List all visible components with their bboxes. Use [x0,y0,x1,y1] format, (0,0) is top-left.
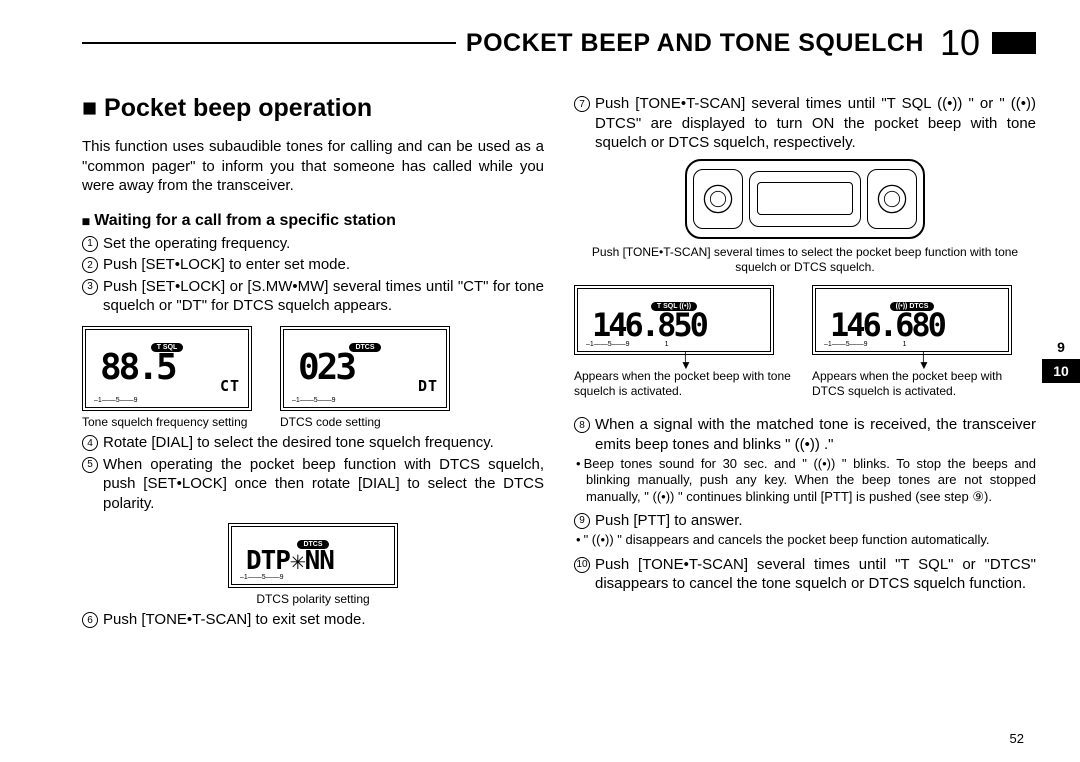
lcd-display: DTCS 023 DT –1——5——9 [280,326,450,412]
pointer-arrow-icon: │▼ [574,355,798,369]
knob-svg-icon [875,182,909,216]
step-text: When a signal with the matched tone is r… [595,415,1036,454]
lcd-value: DTP✳NN [240,550,386,572]
chapter-header: POCKET BEEP AND TONE SQUELCH 10 [82,22,1036,64]
lcd-mode: DT [418,377,438,395]
step-10: 10 Push [TONE•T-SCAN] several times until… [574,555,1036,594]
lcd-wrapper: ((•)) DTCS 146.680 –1——5——9 1 │▼ Appears… [812,285,1036,410]
step-text: Push [PTT] to answer. [595,511,743,531]
step-text: Push [TONE•T-SCAN] to exit set mode. [103,610,366,630]
dial-left-icon [693,169,743,229]
lcd-pair: T SQL 88.5 CT –1——5——9 Tone squelch freq… [82,326,544,430]
step-text: When operating the pocket beep function … [103,455,544,514]
lcd-wrapper: T SQL ((•)) 146.850 –1——5——9 1 │▼ Appear… [574,285,798,410]
step-text: Push [SET•LOCK] or [S.MW•MW] several tim… [103,277,544,316]
lcd-value: 023 [292,353,438,384]
lcd-value: 146.680 [824,312,1000,339]
bullet-icon: • [576,456,584,471]
lcd-display: T SQL ((•)) 146.850 –1——5——9 1 [574,285,774,355]
step-text: Set the operating frequency. [103,234,290,254]
left-column: ■ Pocket beep operation This function us… [82,94,544,632]
step-num-icon: 5 [82,457,98,473]
step-7: 7 Push [TONE•T-SCAN] several times until … [574,94,1036,153]
dial-right-icon [867,169,917,229]
step-num-icon: 2 [82,257,98,273]
lcd-indicator: DTCS [349,343,380,352]
lcd-value: 88.5 [94,353,240,384]
subsection-title: ◆Waiting for a call from a specific stat… [82,212,544,230]
section-title: ■ Pocket beep operation [82,94,544,123]
device-caption: Push [TONE•T-SCAN] several times to sele… [574,245,1036,275]
lcd-wrapper: DTCS 023 DT –1——5——9 DTCS code setting [280,326,450,430]
step-9: 9 Push [PTT] to answer. [574,511,1036,531]
diamond-icon: ◆ [78,212,94,228]
bullet-icon: • [576,532,584,547]
pointer-arrow-icon: │▼ [812,355,1036,369]
page-number: 52 [1010,731,1024,746]
step-num-icon: 7 [574,96,590,112]
lcd-caption: DTCS polarity setting [82,592,544,606]
tab-current: 10 [1042,359,1080,383]
step-num-icon: 8 [574,417,590,433]
lcd-display: T SQL 88.5 CT –1——5——9 [82,326,252,412]
lcd-caption: DTCS code setting [280,415,450,429]
step-3: 3 Push [SET•LOCK] or [S.MW•MW] several ti… [82,277,544,316]
lcd-caption: Appears when the pocket beep with tone s… [574,369,798,399]
device-screen [749,171,861,227]
step-5: 5 When operating the pocket beep function… [82,455,544,514]
lcd-wrapper: T SQL 88.5 CT –1——5——9 Tone squelch freq… [82,326,252,430]
chapter-number: 10 [934,22,992,64]
step-num-icon: 4 [82,435,98,451]
step-text: Rotate [DIAL] to select the desired tone… [103,433,494,453]
chapter-title: POCKET BEEP AND TONE SQUELCH [456,29,934,58]
note-8: •Beep tones sound for 30 sec. and " ((•)… [574,456,1036,505]
transceiver-illustration [685,159,925,239]
step-1: 1 Set the operating frequency. [82,234,544,254]
lcd-value: 146.850 [586,312,762,339]
lcd-scale: –1——5——9 [94,395,240,404]
lcd-display: ((•)) DTCS 146.680 –1——5——9 1 [812,285,1012,355]
lcd-caption: Appears when the pocket beep with DTCS s… [812,369,1036,399]
side-tabs: 9 10 [1042,335,1080,383]
note-text: Beep tones sound for 30 sec. and " ((•))… [584,456,1036,504]
knob-svg-icon [701,182,735,216]
subsection-text: Waiting for a call from a specific stati… [94,212,396,229]
header-rule [82,42,456,44]
step-num-icon: 10 [574,557,590,573]
chapter-tab-icon [992,32,1036,54]
step-text: Push [TONE•T-SCAN] several times until "… [595,94,1036,153]
step-num-icon: 1 [82,236,98,252]
note-text: " ((•)) " disappears and cancels the poc… [584,532,990,547]
lcd-scale: –1——5——9 [292,395,438,404]
content-columns: ■ Pocket beep operation This function us… [82,94,1036,632]
step-text: Push [TONE•T-SCAN] several times until "… [595,555,1036,594]
lcd-caption: Tone squelch frequency setting [82,415,252,429]
step-6: 6 Push [TONE•T-SCAN] to exit set mode. [82,610,544,630]
lcd-mode: CT [220,377,240,395]
step-2: 2 Push [SET•LOCK] to enter set mode. [82,255,544,275]
step-num-icon: 9 [574,513,590,529]
lcd-single: DTCS DTP✳NN –1——5——9 DTCS polarity setti… [82,523,544,606]
step-num-icon: 6 [82,612,98,628]
right-column: 7 Push [TONE•T-SCAN] several times until … [574,94,1036,632]
lcd-display: DTCS DTP✳NN –1——5——9 [228,523,398,588]
step-text: Push [SET•LOCK] to enter set mode. [103,255,350,275]
intro-paragraph: This function uses subaudible tones for … [82,137,544,196]
step-4: 4 Rotate [DIAL] to select the desired ton… [82,433,544,453]
tab-prev: 9 [1042,335,1080,359]
screen-inner [757,182,854,214]
lcd-pair: T SQL ((•)) 146.850 –1——5——9 1 │▼ Appear… [574,285,1036,410]
note-9: •" ((•)) " disappears and cancels the po… [574,532,1036,548]
step-8: 8 When a signal with the matched tone is … [574,415,1036,454]
step-num-icon: 3 [82,279,98,295]
